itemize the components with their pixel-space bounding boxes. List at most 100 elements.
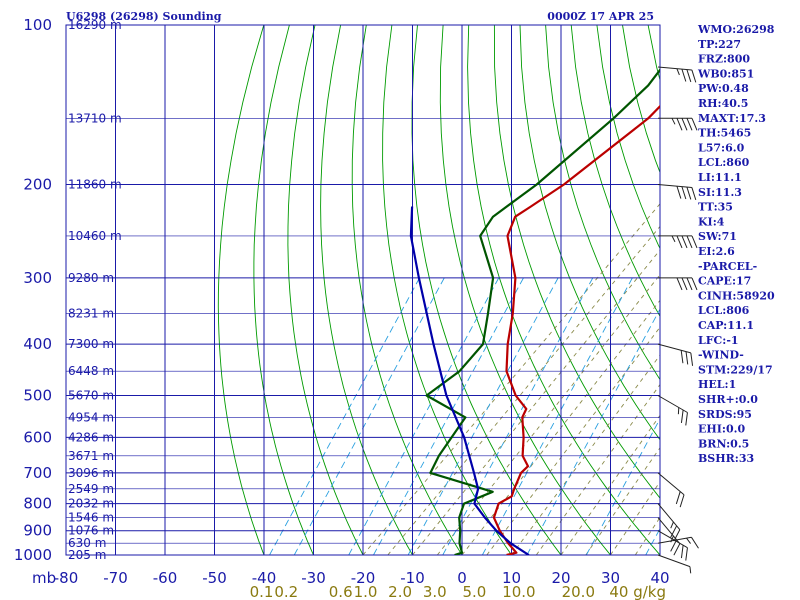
wind-barb-layer <box>657 66 699 574</box>
pressure-tick-label: 900 <box>23 522 52 540</box>
wind-barb-flag <box>676 186 682 199</box>
dry-adiabat <box>776 25 800 555</box>
wind-barb <box>657 530 688 561</box>
pressure-tick-label: 500 <box>23 387 52 405</box>
temperature-tick-label: 0 <box>457 569 467 587</box>
wind-barb-flag <box>680 350 684 364</box>
dry-adiabat <box>253 25 314 555</box>
wind-barb-half-flag <box>671 118 676 125</box>
height-label: 16290 m <box>68 18 122 32</box>
wind-barb <box>657 395 688 426</box>
mixing-ratio-line <box>348 277 500 555</box>
mixing-ratio-line <box>481 277 633 555</box>
dewpoint-line <box>425 68 660 555</box>
wind-barb-flag <box>680 409 684 423</box>
index-value: CAP:11.1 <box>698 319 754 332</box>
mixing-ratio-label: 5.0 <box>462 583 486 600</box>
index-value: LI:11.1 <box>698 171 742 184</box>
wind-barb <box>657 503 681 542</box>
wind-barb-flag <box>691 187 697 201</box>
index-value: SRDS:95 <box>698 408 752 421</box>
pressure-tick-label: 100 <box>23 16 52 34</box>
wind-barb-flag <box>686 277 693 291</box>
pressure-tick-label: 600 <box>23 428 52 446</box>
temperature-tick-label: -50 <box>202 569 227 587</box>
dry-adiabat <box>320 25 413 555</box>
height-label: 7300 m <box>68 337 114 351</box>
wind-barb-flag <box>691 118 698 131</box>
index-value: WB0:851 <box>697 67 754 80</box>
wind-barb <box>658 235 698 249</box>
pressure-unit-label: mb <box>32 569 56 587</box>
wind-barb-flag <box>676 235 683 249</box>
wind-barb-flag <box>691 277 698 291</box>
height-label: 4286 m <box>68 430 114 444</box>
wind-barb-flag <box>673 529 681 542</box>
index-value: L57:6.0 <box>698 141 745 154</box>
mixing-ratio-line <box>442 277 594 555</box>
mixing-ratio-line <box>269 277 420 555</box>
wind-barb-flag <box>691 235 698 249</box>
index-value: RH:40.5 <box>698 97 748 110</box>
temperature-tick-label: -20 <box>351 569 376 587</box>
temperature-tick-label: -60 <box>153 569 178 587</box>
wind-barb-half-flag <box>670 535 674 543</box>
mixing-ratio-label: 40 g/kg <box>609 583 666 600</box>
wind-barb-staff <box>657 530 688 549</box>
wind-barb-flag <box>685 351 689 365</box>
plot-frame <box>65 24 661 556</box>
wind-barb-staff <box>657 66 692 71</box>
index-value: EI:2.6 <box>698 245 735 258</box>
height-label: 2549 m <box>68 482 114 496</box>
height-label: 9280 m <box>68 271 114 285</box>
temperature-tick-label: -10 <box>400 569 425 587</box>
wind-barb-flag <box>691 537 699 549</box>
index-value: WMO:26298 <box>697 23 775 36</box>
index-value: SW:71 <box>698 230 737 243</box>
temperature-tick-label: 30 <box>601 569 620 587</box>
wind-barb-flag <box>686 235 693 249</box>
wind-barb-flag <box>685 412 688 426</box>
dry-adiabat <box>493 25 660 499</box>
moist-adiabat <box>585 447 660 555</box>
wind-barb-flag <box>670 525 678 538</box>
wind-barb-flag <box>686 186 692 200</box>
mixing-ratio-line <box>526 308 660 555</box>
index-value: TP:227 <box>698 38 741 51</box>
index-value: MAXT:17.3 <box>698 112 766 125</box>
pressure-tick-label: 700 <box>23 464 52 482</box>
height-label: 10460 m <box>68 229 122 243</box>
index-value: LCL:806 <box>698 304 750 317</box>
wind-barb-staff <box>657 503 681 530</box>
wind-barb-flag <box>676 277 683 291</box>
mixing-ratio-line <box>407 277 559 555</box>
wind-barb <box>657 472 685 508</box>
index-value: SHR+:0.0 <box>698 393 758 406</box>
index-value: LFC:-1 <box>698 334 739 347</box>
index-value: TT:35 <box>698 201 733 214</box>
pressure-tick-label: 400 <box>23 335 52 353</box>
wind-barb-half-flag <box>686 537 691 544</box>
temperature-tick-label: -80 <box>54 569 79 587</box>
profile-layer <box>409 68 660 555</box>
temperature-tick-label: 10 <box>502 569 521 587</box>
height-label: 11860 m <box>68 178 122 192</box>
wind-barb-half-flag <box>671 235 676 243</box>
wind-barb-staff <box>657 395 688 413</box>
mixing-ratio-label: 2.0 <box>388 583 412 600</box>
wind-barb <box>657 184 697 201</box>
index-value: BSHR:33 <box>698 452 754 465</box>
wind-barb-flag <box>691 69 697 83</box>
temperature-tick-label: 20 <box>551 569 570 587</box>
mixing-ratio-label: 1.0 <box>354 583 378 600</box>
mixing-ratio-label: 0.2 <box>274 583 298 600</box>
wind-barb-flag <box>681 186 687 200</box>
wind-barb-flag <box>676 118 683 131</box>
moist-adiabat <box>387 225 660 555</box>
wind-barb <box>657 343 694 366</box>
wind-barb-flag <box>681 235 688 249</box>
index-value: PW:0.48 <box>698 82 749 95</box>
